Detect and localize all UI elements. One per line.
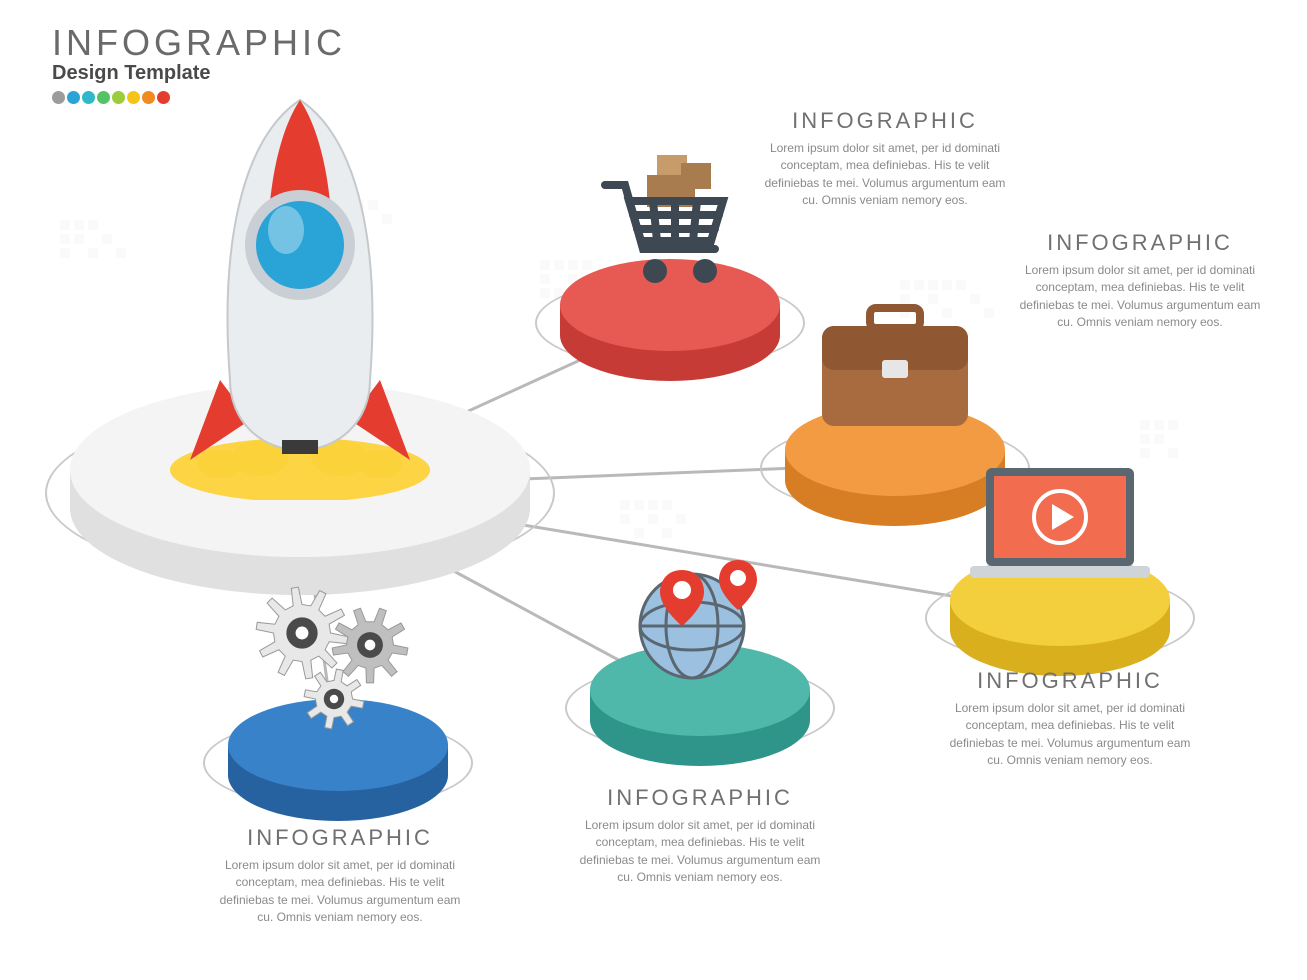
section-cart: INFOGRAPHIC Lorem ipsum dolor sit amet, … — [755, 108, 1015, 210]
section-title: INFOGRAPHIC — [940, 668, 1200, 694]
palette-dot — [82, 91, 95, 104]
section-text: Lorem ipsum dolor sit amet, per id domin… — [755, 140, 1015, 210]
section-briefcase: INFOGRAPHIC Lorem ipsum dolor sit amet, … — [1010, 230, 1270, 332]
laptop-icon — [960, 460, 1160, 600]
section-text: Lorem ipsum dolor sit amet, per id domin… — [1010, 262, 1270, 332]
gears-icon — [238, 575, 438, 745]
section-title: INFOGRAPHIC — [1010, 230, 1270, 256]
palette-dot — [52, 91, 65, 104]
section-text: Lorem ipsum dolor sit amet, per id domin… — [940, 700, 1200, 770]
palette-dot — [112, 91, 125, 104]
palette-dot — [127, 91, 140, 104]
section-text: Lorem ipsum dolor sit amet, per id domin… — [570, 817, 830, 887]
section-gears: INFOGRAPHIC Lorem ipsum dolor sit amet, … — [210, 825, 470, 927]
section-globe: INFOGRAPHIC Lorem ipsum dolor sit amet, … — [570, 785, 830, 887]
page-title: INFOGRAPHIC — [52, 22, 346, 64]
section-title: INFOGRAPHIC — [210, 825, 470, 851]
palette-dot — [97, 91, 110, 104]
globe-icon — [620, 530, 780, 690]
cart-icon — [595, 145, 745, 295]
header: INFOGRAPHIC Design Template — [52, 22, 346, 109]
palette-dot — [142, 91, 155, 104]
palette-dots — [52, 91, 346, 109]
briefcase-icon — [810, 300, 980, 440]
palette-dot — [157, 91, 170, 104]
section-title: INFOGRAPHIC — [570, 785, 830, 811]
section-title: INFOGRAPHIC — [755, 108, 1015, 134]
section-text: Lorem ipsum dolor sit amet, per id domin… — [210, 857, 470, 927]
palette-dot — [67, 91, 80, 104]
page-subtitle: Design Template — [52, 62, 346, 85]
section-laptop: INFOGRAPHIC Lorem ipsum dolor sit amet, … — [940, 668, 1200, 770]
rocket-icon — [130, 80, 470, 500]
